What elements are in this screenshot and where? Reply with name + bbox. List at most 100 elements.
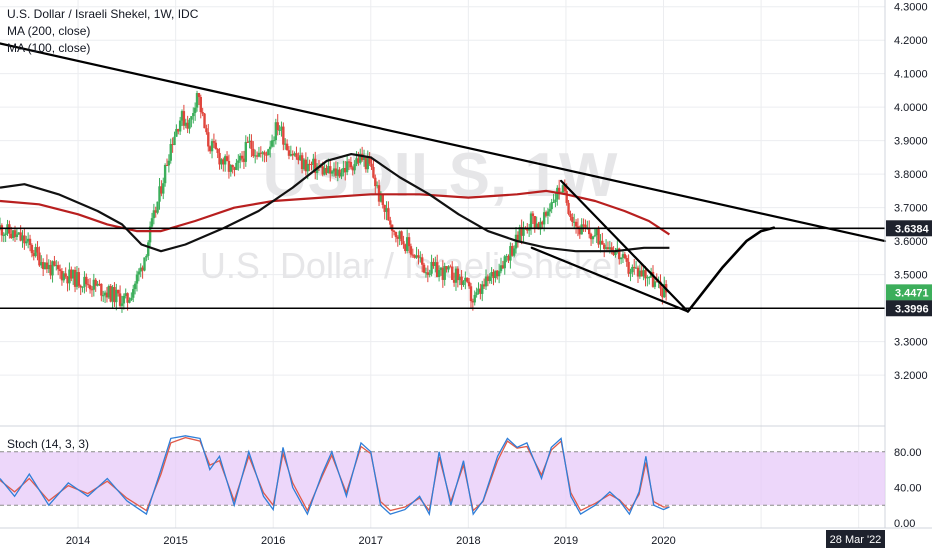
candle-body-140 [261, 152, 264, 154]
candle-body-212 [396, 237, 400, 239]
candle-body-200 [374, 177, 377, 187]
candle-body-6 [10, 233, 13, 238]
candle-body-83 [154, 210, 157, 213]
candle-body-14 [25, 241, 28, 244]
candle-body-206 [385, 208, 388, 212]
candle-body-15 [26, 238, 30, 242]
ma200-legend: MA (200, close) [7, 24, 91, 38]
candle-body-228 [426, 272, 430, 275]
candle-body-352 [659, 281, 662, 289]
candle-body-13 [23, 235, 26, 244]
candle-body-335 [627, 261, 630, 274]
candle-body-89 [165, 164, 169, 166]
candle-body-286 [535, 223, 538, 228]
candle-body-55 [102, 295, 105, 297]
candle-body-175 [327, 166, 330, 174]
candle-body-177 [330, 171, 334, 174]
candle-body-327 [612, 251, 615, 255]
candle-body-305 [571, 216, 574, 222]
candle-body-111 [207, 132, 210, 147]
candle-body-150 [280, 126, 283, 130]
candle-body-225 [420, 257, 424, 265]
symbol-title: U.S. Dollar / Israeli Shekel, 1W, IDC [7, 7, 199, 21]
candle-body-122 [227, 160, 231, 172]
candle-body-259 [484, 276, 488, 287]
candle-body-290 [542, 212, 546, 225]
candle-body-348 [651, 271, 655, 287]
candle-body-136 [253, 155, 257, 157]
price-badge-2 [886, 300, 932, 317]
candle-body-337 [631, 266, 634, 273]
candle-body-162 [302, 159, 306, 170]
candle-body-46 [85, 276, 88, 285]
candle-body-203 [379, 194, 383, 202]
candle-body-236 [441, 267, 445, 280]
candle-body-190 [355, 158, 358, 165]
candle-body-285 [533, 216, 536, 228]
candle-body-242 [452, 279, 456, 283]
candle-body-274 [512, 248, 516, 256]
candle-body-34 [62, 273, 65, 281]
candle-body-137 [255, 155, 259, 157]
candle-body-230 [430, 261, 433, 274]
candle-body-66 [122, 295, 126, 304]
candle-body-125 [233, 167, 236, 170]
candle-body-30 [55, 265, 58, 267]
candle-body-270 [505, 256, 508, 258]
candle-body-208 [389, 220, 392, 225]
candle-body-189 [353, 164, 356, 171]
candle-body-304 [569, 213, 572, 217]
candle-body-303 [567, 202, 570, 214]
candle-body-64 [118, 293, 122, 306]
candle-body-289 [541, 221, 544, 225]
candle-body-134 [250, 140, 253, 149]
candle-body-41 [75, 272, 79, 287]
candle-body-284 [531, 213, 535, 217]
candle-body-104 [193, 107, 197, 114]
ma-line-0 [0, 189, 671, 236]
candle-body-36 [66, 276, 69, 284]
candle-body-141 [263, 152, 266, 155]
stoch-tick-2: 0.00 [894, 518, 915, 530]
price-tick-5: 3.8000 [894, 169, 928, 181]
candle-body-178 [332, 168, 336, 172]
candle-body-101 [188, 119, 191, 129]
candle-body-98 [182, 111, 186, 126]
candle-body-258 [482, 284, 486, 287]
candle-body-301 [563, 185, 567, 191]
candle-body-245 [458, 276, 461, 281]
candle-body-167 [312, 158, 315, 165]
candle-body-106 [197, 93, 201, 98]
candle-body-278 [520, 227, 523, 236]
candle-body-345 [646, 277, 649, 279]
candle-body-80 [148, 226, 152, 243]
candle-body-100 [186, 122, 189, 129]
candle-body-315 [589, 234, 593, 240]
candle-body-185 [345, 161, 349, 173]
price-tick-8: 3.5000 [894, 270, 928, 282]
candle-body-276 [516, 234, 520, 242]
candle-body-74 [137, 271, 141, 275]
candle-body-12 [21, 235, 24, 241]
candle-body-342 [640, 270, 643, 277]
candle-body-311 [582, 224, 585, 226]
candle-body-92 [171, 143, 174, 146]
candle-body-160 [299, 155, 302, 161]
candle-body-96 [178, 120, 182, 132]
candle-body-324 [606, 247, 610, 250]
candle-body-281 [526, 228, 529, 231]
candle-body-38 [70, 269, 73, 279]
candle-body-235 [439, 267, 443, 271]
candle-body-188 [351, 167, 354, 171]
candle-body-349 [653, 281, 657, 287]
candle-body-87 [162, 183, 165, 194]
candle-body-47 [86, 284, 90, 286]
candle-body-78 [145, 255, 148, 258]
date-badge [826, 530, 885, 548]
candle-body-76 [141, 267, 144, 271]
candle-body-310 [580, 224, 583, 235]
candle-body-195 [364, 156, 368, 170]
candle-body-339 [634, 267, 638, 269]
candle-body-252 [471, 301, 475, 303]
